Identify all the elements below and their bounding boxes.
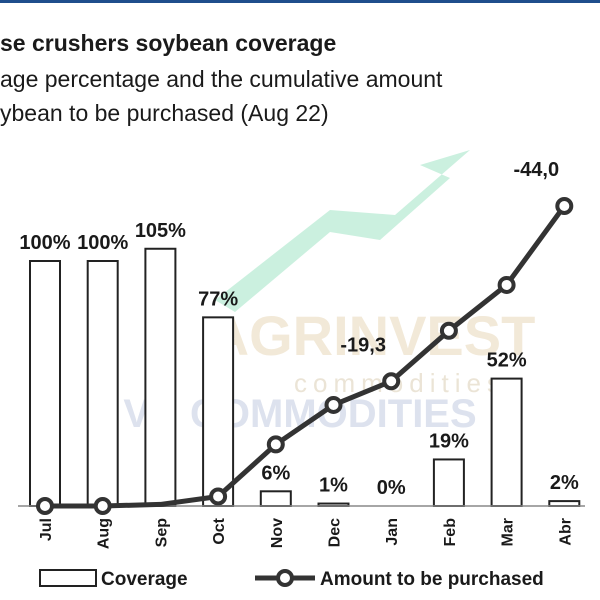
x-tick-aug: Aug [96,518,113,549]
bar-label-aug: 100% [77,232,128,254]
bar-mar [490,377,523,508]
x-tick-jan: Jan [384,518,401,546]
amount-point-aug [93,497,112,515]
amount-label-abr: -44,0 [514,159,560,181]
amount-point-jan [382,372,401,391]
bar-label-abr: 2% [550,472,579,494]
bar-feb [432,458,465,508]
amount-label-jan: -19,3 [340,334,386,356]
x-tick-nov: Nov [269,518,286,548]
amount-point-dec [324,395,343,414]
subtitle-line-2: ybean to be purchased (Aug 22) [0,100,329,126]
bar-label-sep: 105% [135,220,186,242]
chart-title: se crushers soybean coverage [0,30,337,56]
x-tick-feb: Feb [442,518,459,547]
amount-point-jul [36,497,54,515]
legend-label-amount: Amount to be purchased [320,569,544,590]
bar-label-jan: 0% [377,477,406,499]
amount-point-oct [209,487,228,506]
amount-point-abr [555,197,574,215]
x-tick-mar: Mar [500,518,517,546]
bar-label-dec: 1% [319,475,348,497]
amount-point-feb [439,321,458,340]
watermark-brand: AGRINVEST [209,304,536,367]
bar-aug [86,260,119,507]
legend: Coverage Amount to be purchased [39,569,544,590]
bar-label-mar: 52% [487,350,527,372]
bar-oct [202,316,235,507]
amount-point-nov [266,435,285,454]
x-tick-dec: Dec [327,518,344,547]
legend-marker-amount [276,569,294,587]
legend-swatch-coverage [39,569,97,587]
bar-label-feb: 19% [429,430,469,452]
legend-label-coverage: Coverage [101,569,188,590]
x-tick-abr: Abr [557,518,574,546]
top-border [0,0,600,3]
bar-label-nov: 6% [261,462,290,484]
x-tick-sep: Sep [153,518,170,548]
subtitle-line-1: age percentage and the cumulative amount [0,66,443,92]
chart-subtitle: age percentage and the cumulative amount… [0,62,560,130]
bar-label-jul: 100% [19,232,70,254]
bar-label-oct: 77% [198,288,238,310]
bar-sep [144,247,177,507]
x-tick-jul: Jul [38,518,55,541]
bar-nov [259,490,292,507]
watermark-arrow-icon [215,150,470,312]
bar-jul [29,260,61,507]
amount-point-mar [497,275,516,294]
x-tick-oct: Oct [211,517,228,544]
amount-line [45,204,567,509]
watermark: AGRINVEST commodities VN COMMODITIES [123,150,535,436]
